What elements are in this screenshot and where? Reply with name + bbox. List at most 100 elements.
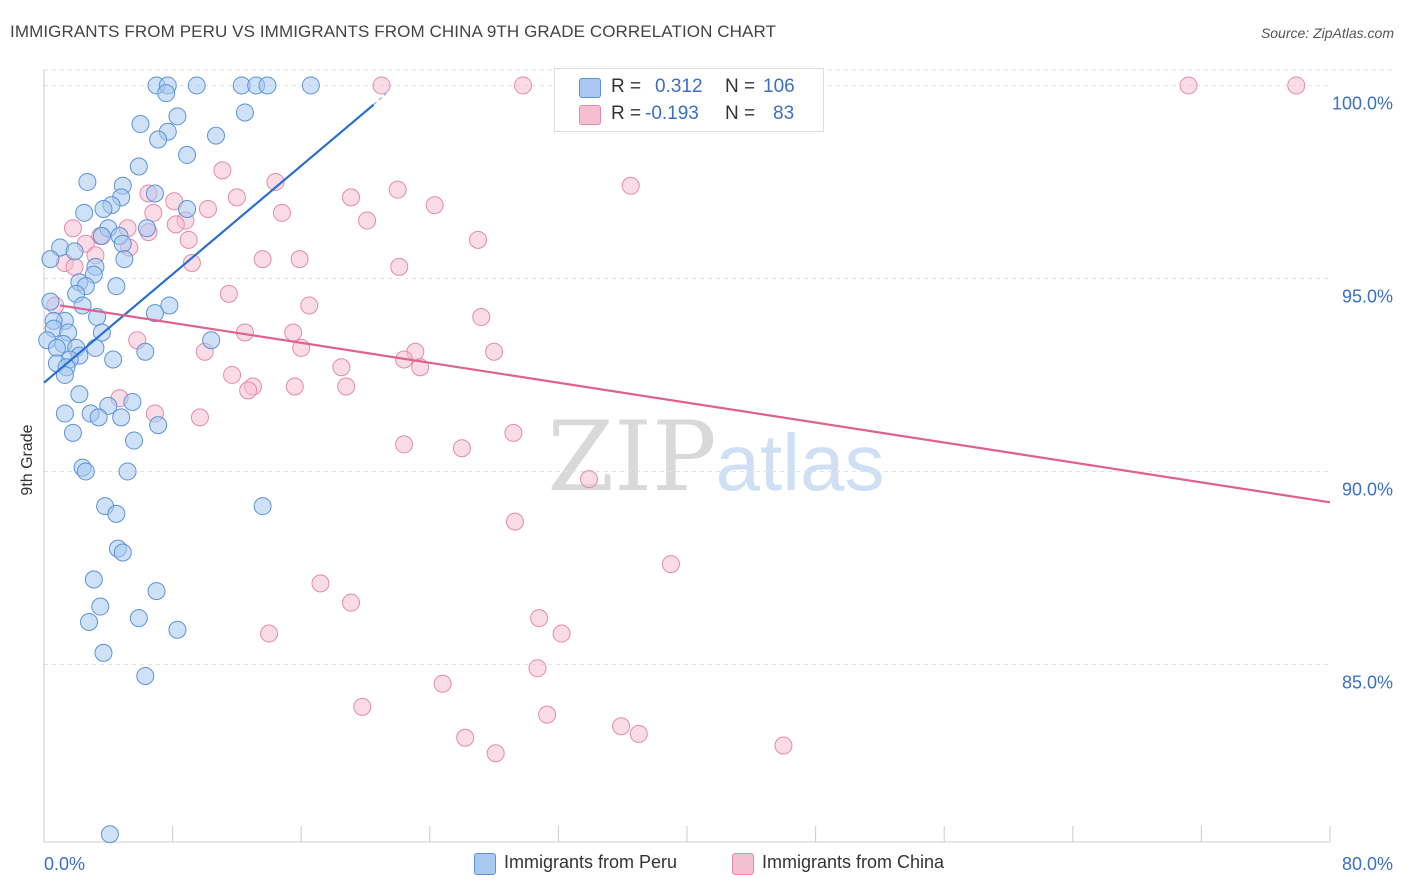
china-point — [260, 624, 279, 643]
r-value: -0.193 — [645, 103, 699, 124]
peru-trend-extension — [373, 92, 387, 106]
peru-point — [301, 76, 320, 95]
china-point — [182, 254, 201, 272]
peru-point — [84, 570, 103, 589]
peru-point — [207, 126, 226, 145]
china-point — [272, 203, 291, 222]
china-point — [452, 439, 471, 458]
china-point — [388, 180, 407, 199]
n-label: N = — [725, 76, 756, 97]
china-point — [284, 323, 303, 342]
china-point — [337, 377, 356, 396]
axes — [43, 70, 1331, 843]
n-label: N = — [725, 103, 756, 124]
peru-point — [112, 408, 131, 427]
peru-point — [157, 84, 176, 103]
peru-point — [178, 145, 197, 164]
china-point — [1287, 76, 1306, 95]
china-point — [300, 296, 319, 315]
y-tick-label: 100.0% — [1332, 93, 1393, 113]
peru-point — [137, 219, 156, 238]
legend-label-peru: Immigrants from Peru — [504, 852, 678, 872]
china-point — [395, 435, 414, 454]
legend-label-china: Immigrants from China — [762, 852, 945, 872]
china-point — [266, 172, 285, 191]
peru-point — [86, 338, 105, 357]
peru-point — [149, 416, 168, 435]
stats-row-peru: R = 0.312 N = 106 — [555, 73, 823, 101]
peru-point — [202, 331, 221, 350]
peru-swatch — [474, 853, 496, 875]
peru-point — [129, 609, 148, 628]
y-tick-label: 95.0% — [1342, 286, 1393, 306]
peru-point — [99, 396, 118, 415]
peru-point — [131, 115, 150, 134]
x-tick-label: 80.0% — [1342, 854, 1393, 874]
peru-point — [76, 462, 95, 481]
peru-point — [92, 226, 111, 245]
china-point — [621, 176, 640, 195]
china-point — [433, 674, 452, 693]
china-point — [552, 624, 571, 643]
peru-point — [160, 296, 179, 315]
peru-point — [145, 184, 164, 203]
gridlines — [44, 69, 1395, 665]
china-point — [358, 211, 377, 230]
peru-point — [100, 825, 119, 844]
china-point — [253, 250, 272, 269]
r-label: R = — [611, 76, 642, 97]
china-point — [504, 423, 523, 442]
n-value: 106 — [763, 76, 795, 97]
china-point — [661, 555, 680, 574]
peru-trend-line — [43, 103, 375, 384]
series-peru-points — [38, 76, 320, 844]
china-point — [390, 257, 409, 276]
china-point — [63, 219, 82, 238]
peru-point — [107, 504, 126, 523]
peru-point — [258, 76, 277, 95]
peru-point — [168, 107, 187, 126]
series-legend: Immigrants from Peru Immigrants from Chi… — [0, 852, 1406, 878]
watermark-atlas: atlas — [716, 418, 885, 507]
peru-point — [73, 296, 92, 315]
china-point — [579, 470, 598, 489]
china-point — [290, 250, 309, 269]
china-point — [1179, 76, 1198, 95]
peru-point — [253, 497, 272, 516]
peru-point — [94, 199, 113, 218]
china-point — [342, 188, 361, 207]
peru-point — [147, 582, 166, 601]
peru-point — [94, 643, 113, 662]
chart-title: IMMIGRANTS FROM PERU VS IMMIGRANTS FROM … — [10, 22, 777, 41]
china-point — [486, 744, 505, 763]
r-value: 0.312 — [655, 76, 703, 97]
trend-lines — [43, 92, 1331, 504]
china-point — [629, 724, 648, 743]
china-point — [514, 76, 533, 95]
peru-point — [65, 242, 84, 261]
china-point — [538, 705, 557, 724]
source-label: Source: ZipAtlas.com — [1260, 25, 1394, 41]
peru-point — [70, 385, 89, 404]
china-point — [472, 308, 491, 327]
y-tick-label: 90.0% — [1342, 479, 1393, 499]
peru-point — [178, 199, 197, 218]
peru-point — [41, 292, 60, 311]
stats-row-china: R = -0.193 N = 83 — [555, 100, 823, 128]
peru-point — [80, 612, 99, 631]
china-point — [456, 728, 475, 747]
peru-point — [145, 304, 164, 323]
peru-point — [91, 597, 110, 616]
tick-labels: 85.0% 90.0% 95.0% 100.0% 0.0% 80.0% — [44, 93, 1393, 874]
china-point — [485, 342, 504, 361]
peru-point — [125, 431, 144, 450]
china-point — [190, 408, 209, 427]
china-point — [227, 188, 246, 207]
n-value: 83 — [773, 103, 795, 124]
china-point — [332, 358, 351, 377]
china-point — [219, 284, 238, 303]
china-point — [372, 76, 391, 95]
peru-point — [89, 408, 108, 427]
china-point — [144, 203, 163, 222]
